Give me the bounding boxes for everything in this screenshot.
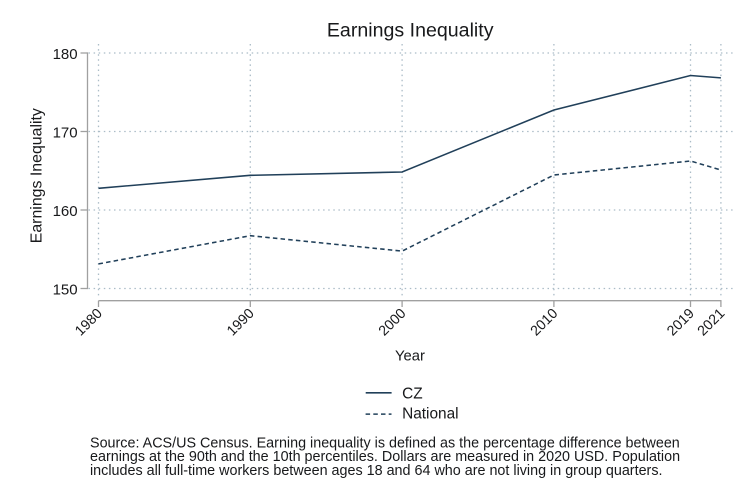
svg-text:Earnings Inequality: Earnings Inequality — [28, 108, 45, 243]
svg-text:160: 160 — [53, 203, 78, 220]
svg-text:150: 150 — [53, 282, 78, 299]
svg-text:includes all full-time workers: includes all full-time workers between a… — [90, 463, 662, 479]
svg-text:Source: ACS/US Census. Earning: Source: ACS/US Census. Earning inequalit… — [90, 435, 680, 451]
svg-text:Year: Year — [395, 348, 425, 364]
svg-text:National: National — [402, 406, 458, 423]
svg-text:170: 170 — [53, 125, 78, 142]
svg-text:earnings at the 90th and the 1: earnings at the 90th and the 10th percen… — [90, 449, 680, 465]
svg-text:180: 180 — [53, 46, 78, 63]
svg-text:CZ: CZ — [402, 385, 423, 402]
svg-text:Earnings Inequality: Earnings Inequality — [327, 19, 494, 41]
